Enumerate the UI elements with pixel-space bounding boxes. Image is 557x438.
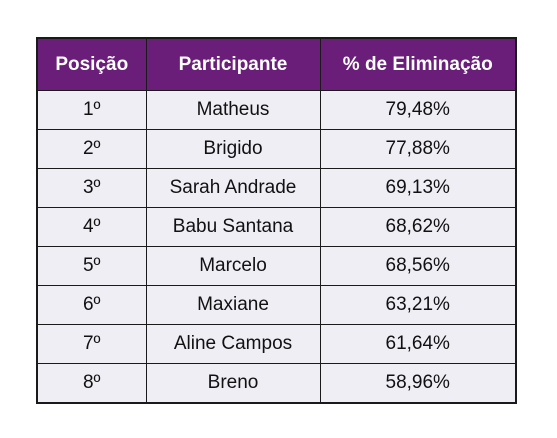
- cell-participant: Marcelo: [145, 246, 321, 286]
- table-header: Posição Participante % de Eliminação: [36, 37, 517, 91]
- header-position: Posição: [36, 37, 147, 91]
- elimination-table-container: Posição Participante % de Eliminação 1º …: [36, 37, 517, 404]
- header-row: Posição Participante % de Eliminação: [36, 37, 517, 91]
- cell-participant: Sarah Andrade: [145, 168, 321, 208]
- cell-position: 3º: [36, 168, 147, 208]
- cell-participant: Aline Campos: [145, 324, 321, 364]
- table-row: 5º Marcelo 68,56%: [36, 246, 517, 286]
- cell-elimination-percent: 79,48%: [319, 90, 517, 130]
- cell-elimination-percent: 69,13%: [319, 168, 517, 208]
- header-participant: Participante: [145, 37, 321, 91]
- table-row: 2º Brigido 77,88%: [36, 129, 517, 169]
- table-body: 1º Matheus 79,48% 2º Brigido 77,88% 3º S…: [36, 90, 517, 404]
- cell-position: 8º: [36, 363, 147, 404]
- cell-position: 5º: [36, 246, 147, 286]
- cell-participant: Maxiane: [145, 285, 321, 325]
- cell-elimination-percent: 68,56%: [319, 246, 517, 286]
- cell-participant: Babu Santana: [145, 207, 321, 247]
- cell-position: 4º: [36, 207, 147, 247]
- table-row: 3º Sarah Andrade 69,13%: [36, 168, 517, 208]
- elimination-table: Posição Participante % de Eliminação 1º …: [36, 37, 517, 404]
- cell-participant: Brigido: [145, 129, 321, 169]
- cell-elimination-percent: 68,62%: [319, 207, 517, 247]
- cell-elimination-percent: 77,88%: [319, 129, 517, 169]
- cell-elimination-percent: 61,64%: [319, 324, 517, 364]
- table-row: 6º Maxiane 63,21%: [36, 285, 517, 325]
- cell-position: 7º: [36, 324, 147, 364]
- cell-elimination-percent: 63,21%: [319, 285, 517, 325]
- header-elimination-percent: % de Eliminação: [319, 37, 517, 91]
- table-row: 8º Breno 58,96%: [36, 363, 517, 404]
- cell-participant: Breno: [145, 363, 321, 404]
- table-row: 7º Aline Campos 61,64%: [36, 324, 517, 364]
- table-row: 4º Babu Santana 68,62%: [36, 207, 517, 247]
- cell-position: 1º: [36, 90, 147, 130]
- cell-participant: Matheus: [145, 90, 321, 130]
- cell-position: 2º: [36, 129, 147, 169]
- cell-elimination-percent: 58,96%: [319, 363, 517, 404]
- table-row: 1º Matheus 79,48%: [36, 90, 517, 130]
- cell-position: 6º: [36, 285, 147, 325]
